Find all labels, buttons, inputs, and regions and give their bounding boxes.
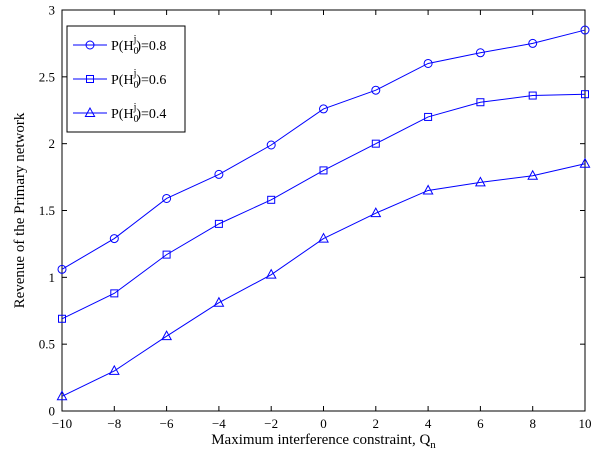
x-tick-label: 0	[320, 416, 327, 431]
data-point-square	[162, 250, 171, 259]
data-point-triangle	[56, 390, 68, 401]
legend-label-sup: j	[133, 102, 137, 113]
legend: P(H0j)=0.8P(H0j)=0.6P(H0j)=0.4	[66, 25, 186, 133]
legend-label-sub: 0	[134, 46, 139, 57]
data-point-circle	[580, 25, 590, 35]
y-tick-label: 2	[49, 136, 56, 151]
data-point-circle	[319, 104, 328, 114]
x-tick-label: 4	[425, 416, 432, 431]
legend-label-pre: P(H	[111, 107, 134, 122]
y-tick-label: 0.5	[39, 337, 55, 352]
axes: −10 −8 −6 −4 −2 0 2 4 6 8 10 0 0.5 1 1.5 2 2.5 3	[39, 3, 592, 432]
data-point-square	[424, 112, 433, 121]
x-tick-label: 2	[373, 416, 380, 431]
data-point-triangle	[422, 184, 434, 195]
data-point-triangle	[527, 169, 539, 180]
series-circle	[57, 25, 590, 274]
x-tick-label: −8	[107, 416, 121, 431]
data-point-square	[528, 91, 537, 100]
legend-label-sub: 0	[134, 80, 139, 91]
legend-marker-square	[86, 75, 94, 83]
data-point-square	[267, 195, 276, 204]
series-group	[56, 25, 591, 401]
data-point-square	[476, 98, 485, 107]
data-point-square	[214, 219, 223, 228]
legend-label: P(H0j)=0.8	[111, 34, 166, 57]
data-point-triangle	[161, 330, 173, 341]
legend-label-pre: P(H	[111, 73, 134, 88]
data-point-square	[581, 90, 589, 99]
legend-marker-triangle	[84, 106, 96, 117]
axis-labels: Maximum interference constraint, Qn Reven…	[12, 112, 436, 451]
legend-label-post: )=0.4	[136, 107, 166, 122]
data-point-circle	[475, 48, 485, 58]
series-line	[61, 93, 586, 320]
legend-label-post: )=0.8	[136, 39, 166, 54]
legend-marker-circle	[85, 40, 95, 50]
data-point-triangle	[265, 268, 277, 279]
data-point-circle	[266, 140, 276, 150]
x-axis-label-subscript: n	[430, 439, 436, 451]
series-line	[61, 29, 586, 270]
x-tick-label: 6	[477, 416, 484, 431]
y-tick-label: 3	[49, 3, 56, 18]
y-tick-label: 0	[49, 404, 56, 419]
data-point-triangle	[579, 157, 591, 168]
x-tick-label: 10	[579, 416, 592, 431]
data-point-circle	[109, 234, 119, 244]
x-tick-label: 8	[529, 416, 536, 431]
legend-label-sup: j	[133, 68, 137, 79]
series-line	[61, 163, 586, 397]
series-triangle	[56, 157, 591, 401]
data-point-triangle	[213, 296, 225, 307]
data-point-circle	[57, 264, 67, 274]
legend-label-post: )=0.6	[136, 73, 166, 88]
data-point-triangle	[370, 207, 382, 218]
data-point-square	[110, 289, 119, 298]
legend-label-sub: 0	[134, 114, 139, 125]
series-square	[58, 90, 589, 323]
data-point-square	[371, 139, 380, 148]
y-axis-label: Revenue of the Primary network	[12, 112, 28, 308]
data-point-circle	[162, 193, 172, 203]
legend-label: P(H0j)=0.4	[111, 102, 166, 125]
x-axis-label: Maximum interference constraint, Qn	[211, 432, 436, 451]
x-axis-label-text: Maximum interference constraint, Q	[211, 432, 430, 448]
legend-label-sup: j	[133, 34, 137, 45]
y-tick-label: 2.5	[39, 69, 55, 84]
data-point-circle	[423, 58, 433, 68]
data-point-square	[58, 314, 66, 323]
x-tick-label: −10	[52, 416, 72, 431]
legend-label-pre: P(H	[111, 39, 134, 54]
x-tick-label: −4	[212, 416, 226, 431]
data-point-circle	[214, 169, 224, 179]
data-point-triangle	[108, 364, 120, 375]
data-point-triangle	[474, 176, 486, 187]
data-point-square	[319, 166, 328, 175]
data-point-circle	[371, 85, 381, 95]
x-tick-label: −6	[160, 416, 174, 431]
data-point-circle	[528, 38, 538, 48]
y-tick-label: 1.5	[39, 203, 55, 218]
legend-label: P(H0j)=0.6	[111, 68, 166, 91]
x-tick-label: −2	[264, 416, 278, 431]
data-point-triangle	[318, 232, 329, 243]
y-tick-label: 1	[49, 270, 56, 285]
